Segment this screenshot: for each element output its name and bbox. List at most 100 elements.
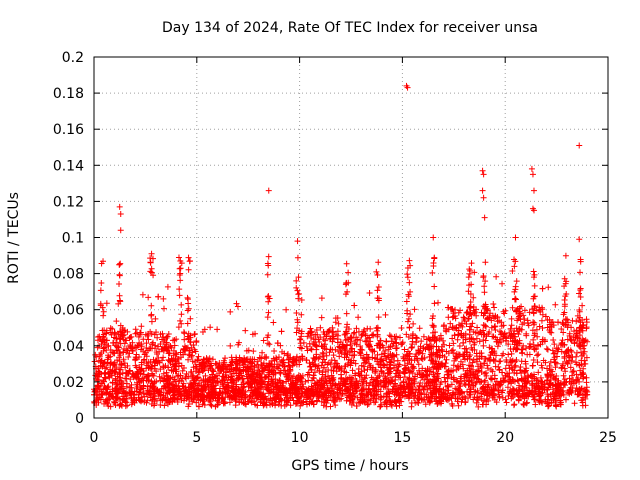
data-point <box>293 284 300 291</box>
data-point <box>460 365 467 372</box>
data-point <box>473 306 480 313</box>
data-point <box>138 365 145 372</box>
data-point <box>138 346 145 353</box>
data-point <box>207 379 214 386</box>
data-point <box>278 385 285 392</box>
data-point <box>489 333 496 340</box>
data-point <box>327 346 334 353</box>
data-points <box>91 82 591 410</box>
data-point <box>242 392 249 399</box>
data-point <box>573 318 580 325</box>
y-tick-label: 0.2 <box>62 50 84 66</box>
data-point <box>268 378 275 385</box>
x-tick-label: 5 <box>192 430 201 446</box>
data-point <box>502 307 509 314</box>
data-point <box>455 331 462 338</box>
data-point <box>507 376 514 383</box>
data-point <box>264 293 271 300</box>
data-point <box>522 375 529 382</box>
data-point <box>463 321 470 328</box>
data-point <box>135 376 142 383</box>
data-point <box>157 331 164 338</box>
data-point <box>260 337 267 344</box>
data-point <box>474 372 481 379</box>
data-point <box>395 389 402 396</box>
data-point <box>176 390 183 397</box>
data-point <box>294 254 301 261</box>
data-point <box>555 319 562 326</box>
data-point <box>294 319 301 326</box>
data-point <box>450 340 457 347</box>
data-point <box>566 330 573 337</box>
data-point <box>497 379 504 386</box>
data-point <box>251 356 258 363</box>
data-point <box>349 345 356 352</box>
data-point <box>546 367 553 374</box>
data-point <box>121 345 128 352</box>
data-point <box>413 355 420 362</box>
data-point <box>353 325 360 332</box>
data-point <box>116 281 123 288</box>
data-point <box>148 370 155 377</box>
data-point <box>392 336 399 343</box>
data-point <box>99 390 106 397</box>
data-point <box>529 327 536 334</box>
data-point <box>440 390 447 397</box>
data-point <box>113 381 120 388</box>
data-point <box>431 283 438 290</box>
data-point <box>390 362 397 369</box>
data-point <box>104 386 111 393</box>
data-point <box>353 403 360 410</box>
data-point <box>272 376 279 383</box>
data-point <box>584 338 591 345</box>
data-point <box>353 377 360 384</box>
data-point <box>534 359 541 366</box>
data-point <box>285 362 292 369</box>
data-point <box>118 402 125 409</box>
data-point <box>375 386 382 393</box>
data-point <box>298 297 305 304</box>
data-point <box>550 336 557 343</box>
data-point <box>214 378 221 385</box>
data-point <box>227 342 234 349</box>
data-point <box>295 390 302 397</box>
data-point <box>185 400 192 407</box>
data-point <box>209 367 216 374</box>
data-point <box>359 398 366 405</box>
data-point <box>226 368 233 375</box>
data-point <box>481 289 488 296</box>
data-point <box>107 329 114 336</box>
data-point <box>147 388 154 395</box>
data-point <box>287 402 294 409</box>
data-point <box>205 392 212 399</box>
data-point <box>147 394 154 401</box>
data-point <box>295 274 302 281</box>
data-point <box>177 277 184 284</box>
data-point <box>274 381 281 388</box>
data-point <box>413 335 420 342</box>
data-point <box>181 388 188 395</box>
data-point <box>511 263 518 270</box>
data-point <box>214 326 221 333</box>
data-point <box>380 377 387 384</box>
data-point <box>263 402 270 409</box>
data-point <box>177 317 184 324</box>
data-point <box>272 402 279 409</box>
data-point <box>424 386 431 393</box>
y-tick-label: 0.08 <box>53 267 84 283</box>
data-point <box>282 367 289 374</box>
data-point <box>140 390 147 397</box>
data-point <box>164 283 171 290</box>
data-point <box>466 304 473 311</box>
data-point <box>436 394 443 401</box>
data-point <box>192 368 199 375</box>
data-point <box>180 364 187 371</box>
data-point <box>95 368 102 375</box>
data-point <box>324 373 331 380</box>
data-point <box>446 342 453 349</box>
data-point <box>202 386 209 393</box>
data-point <box>415 361 422 368</box>
data-point <box>490 356 497 363</box>
data-point <box>208 389 215 396</box>
data-point <box>566 375 573 382</box>
